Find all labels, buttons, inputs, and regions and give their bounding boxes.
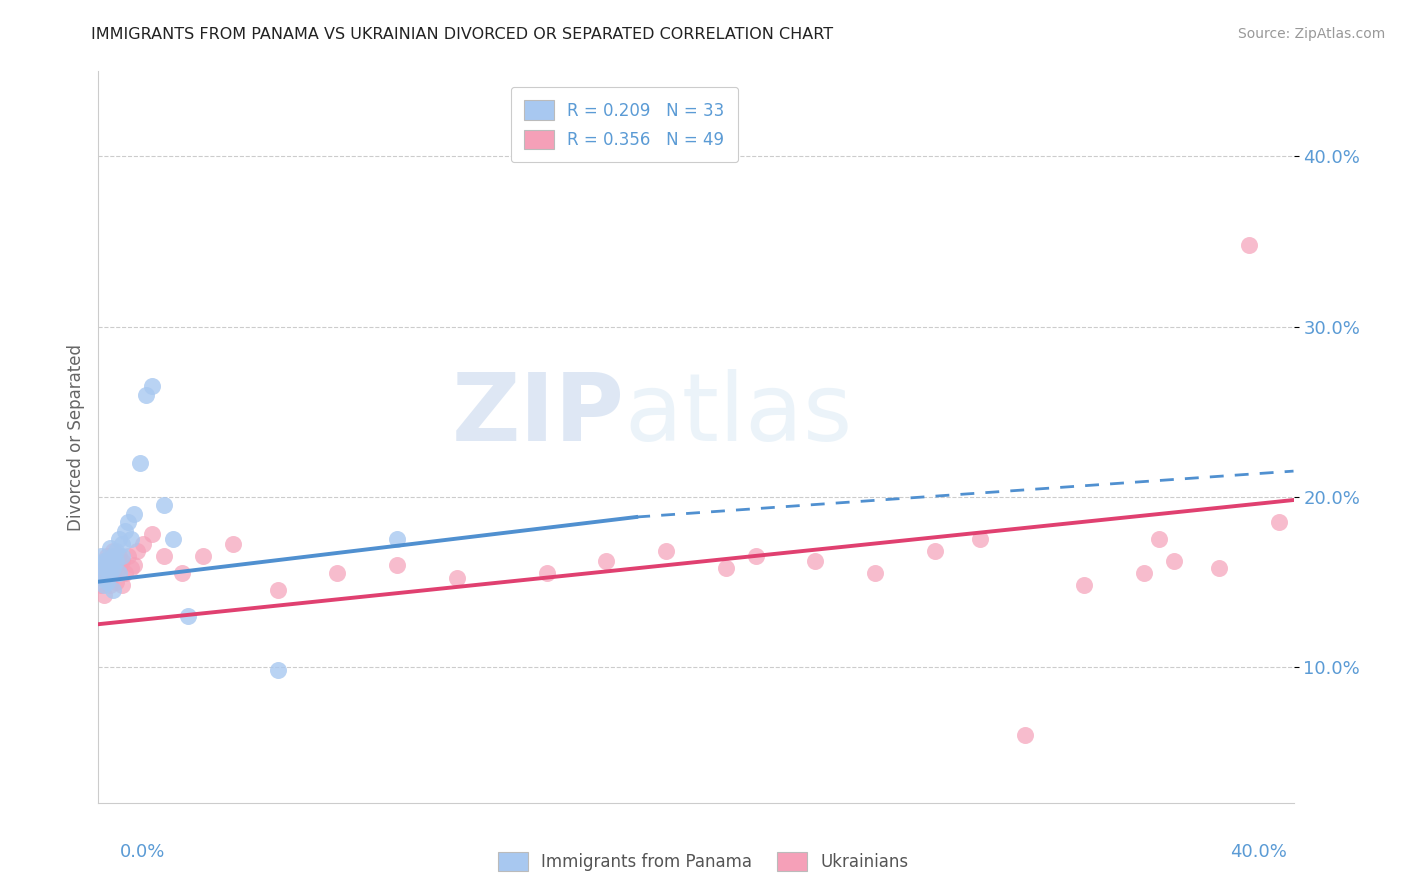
Point xyxy=(1237,238,1260,252)
Point xyxy=(108,566,131,581)
Point xyxy=(98,566,122,581)
Point xyxy=(177,608,200,623)
Point xyxy=(129,456,152,470)
Point xyxy=(96,571,118,585)
Point xyxy=(103,583,125,598)
Point xyxy=(120,561,142,575)
Point xyxy=(172,566,194,581)
Y-axis label: Divorced or Separated: Divorced or Separated xyxy=(66,343,84,531)
Point xyxy=(98,554,122,568)
Point xyxy=(924,544,946,558)
Point xyxy=(127,544,149,558)
Point xyxy=(111,537,134,551)
Point xyxy=(536,566,558,581)
Point xyxy=(111,578,134,592)
Legend: R = 0.209   N = 33, R = 0.356   N = 49: R = 0.209 N = 33, R = 0.356 N = 49 xyxy=(510,87,738,162)
Point xyxy=(1208,561,1230,575)
Text: 0.0%: 0.0% xyxy=(120,843,165,861)
Point xyxy=(162,532,184,546)
Point xyxy=(385,558,409,572)
Point xyxy=(96,552,118,566)
Point xyxy=(105,574,128,589)
Point xyxy=(93,571,115,585)
Text: 40.0%: 40.0% xyxy=(1230,843,1286,861)
Point xyxy=(103,561,125,575)
Point xyxy=(1147,532,1170,546)
Point xyxy=(90,566,112,581)
Point xyxy=(804,554,827,568)
Point xyxy=(865,566,887,581)
Point xyxy=(103,544,125,558)
Point xyxy=(105,558,128,572)
Point xyxy=(1073,578,1095,592)
Point xyxy=(114,524,136,538)
Point xyxy=(96,558,118,572)
Point xyxy=(1163,554,1185,568)
Point xyxy=(98,578,122,592)
Point xyxy=(93,554,115,568)
Text: atlas: atlas xyxy=(624,369,852,461)
Text: Source: ZipAtlas.com: Source: ZipAtlas.com xyxy=(1237,27,1385,41)
Point xyxy=(90,566,112,581)
Legend: Immigrants from Panama, Ukrainians: Immigrants from Panama, Ukrainians xyxy=(489,843,917,880)
Text: ZIP: ZIP xyxy=(451,369,624,461)
Point xyxy=(446,571,468,585)
Point xyxy=(108,549,131,563)
Point xyxy=(124,558,146,572)
Point xyxy=(108,532,131,546)
Point xyxy=(93,578,115,592)
Point xyxy=(326,566,349,581)
Point xyxy=(103,566,125,581)
Point xyxy=(153,549,176,563)
Point xyxy=(93,588,115,602)
Point xyxy=(267,663,290,677)
Point xyxy=(655,544,678,558)
Point xyxy=(90,578,112,592)
Point xyxy=(105,554,128,568)
Point xyxy=(108,561,131,575)
Point xyxy=(153,498,176,512)
Point xyxy=(111,554,134,568)
Point xyxy=(1267,515,1289,529)
Point xyxy=(1133,566,1156,581)
Point xyxy=(595,554,617,568)
Point xyxy=(117,549,139,563)
Point xyxy=(90,549,112,563)
Point xyxy=(141,379,163,393)
Point xyxy=(120,532,142,546)
Point xyxy=(98,541,122,555)
Point xyxy=(714,561,737,575)
Point xyxy=(969,532,991,546)
Point xyxy=(267,583,290,598)
Point xyxy=(124,507,146,521)
Point xyxy=(1014,728,1036,742)
Point xyxy=(98,558,122,572)
Point xyxy=(222,537,245,551)
Point xyxy=(105,544,128,558)
Point xyxy=(132,537,155,551)
Point xyxy=(103,549,125,563)
Point xyxy=(385,532,409,546)
Point xyxy=(117,515,139,529)
Point xyxy=(135,387,157,401)
Point xyxy=(141,527,163,541)
Point xyxy=(191,549,214,563)
Point xyxy=(745,549,768,563)
Point xyxy=(96,549,118,563)
Point xyxy=(93,561,115,575)
Point xyxy=(114,566,136,581)
Text: IMMIGRANTS FROM PANAMA VS UKRAINIAN DIVORCED OR SEPARATED CORRELATION CHART: IMMIGRANTS FROM PANAMA VS UKRAINIAN DIVO… xyxy=(91,27,834,42)
Point xyxy=(96,574,118,589)
Point xyxy=(111,549,134,563)
Point xyxy=(90,558,112,572)
Point xyxy=(96,563,118,577)
